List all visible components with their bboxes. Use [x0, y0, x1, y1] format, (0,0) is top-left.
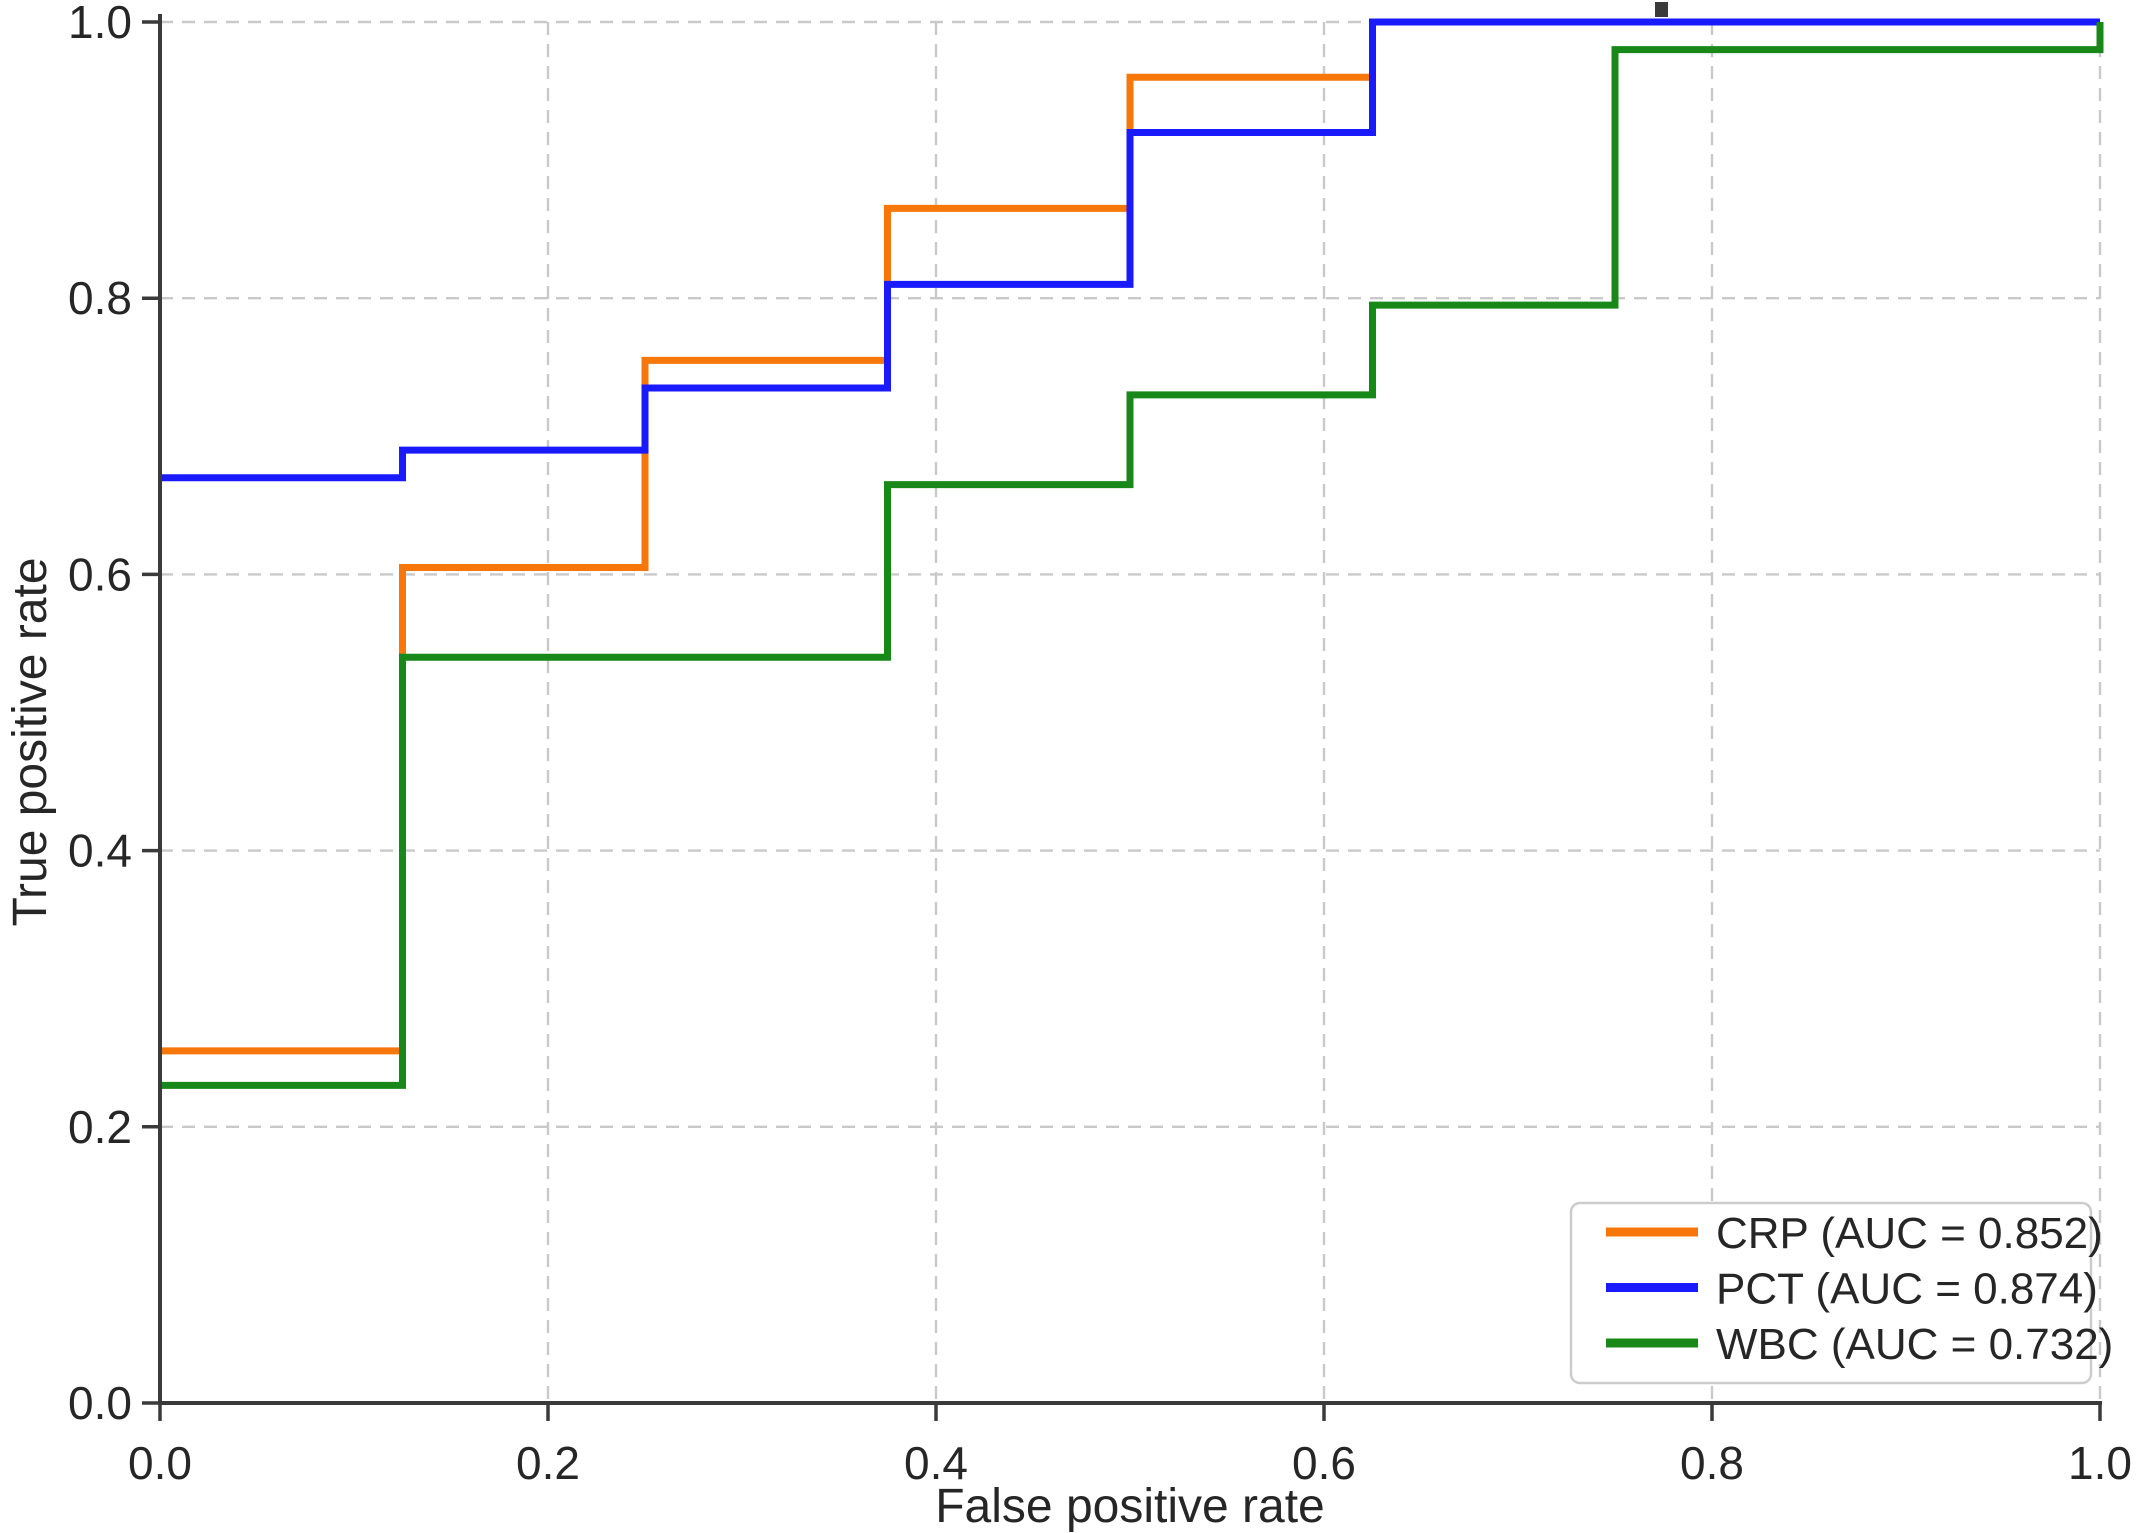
tick-labels: 0.0 0.2 0.4 0.6 0.8 1.0 0.0 0.2 0.4 0.6 0.8 1.0: [68, 0, 2132, 1489]
x-tick-label: 0.8: [1680, 1437, 1744, 1489]
x-tick-label: 1.0: [2068, 1437, 2132, 1489]
roc-curve-wbc: [160, 22, 2104, 1089]
x-tick-label: 0.6: [1292, 1437, 1356, 1489]
y-tick-label: 0.6: [68, 548, 132, 600]
x-tick-label: 0.2: [516, 1437, 580, 1489]
y-axis-label: True positive rate: [4, 557, 57, 926]
tick-marks: [142, 20, 2102, 1421]
legend-label-crp: CRP (AUC = 0.852): [1716, 1209, 2103, 1258]
cropped-title-artifact: [1655, 2, 1668, 17]
x-axis-label: False positive rate: [935, 1480, 1325, 1533]
x-tick-label: 0.4: [904, 1437, 968, 1489]
y-tick-label: 1.0: [68, 0, 132, 48]
y-tick-label: 0.4: [68, 825, 132, 877]
x-tick-label: 0.0: [128, 1437, 192, 1489]
legend-label-pct: PCT (AUC = 0.874): [1716, 1265, 2098, 1314]
y-tick-label: 0.8: [68, 272, 132, 324]
legend: CRP (AUC = 0.852) PCT (AUC = 0.874) WBC (A…: [1569, 1201, 2113, 1385]
legend-box: [1569, 1201, 2093, 1385]
gridlines: [160, 20, 2102, 1403]
roc-curve-pct: [160, 18, 2100, 482]
y-tick-label: 0.0: [68, 1377, 132, 1429]
axis-spines: [158, 14, 2102, 1405]
y-tick-label: 0.2: [68, 1101, 132, 1153]
roc-curves: [160, 18, 2104, 1089]
legend-label-wbc: WBC (AUC = 0.732): [1716, 1320, 2113, 1369]
